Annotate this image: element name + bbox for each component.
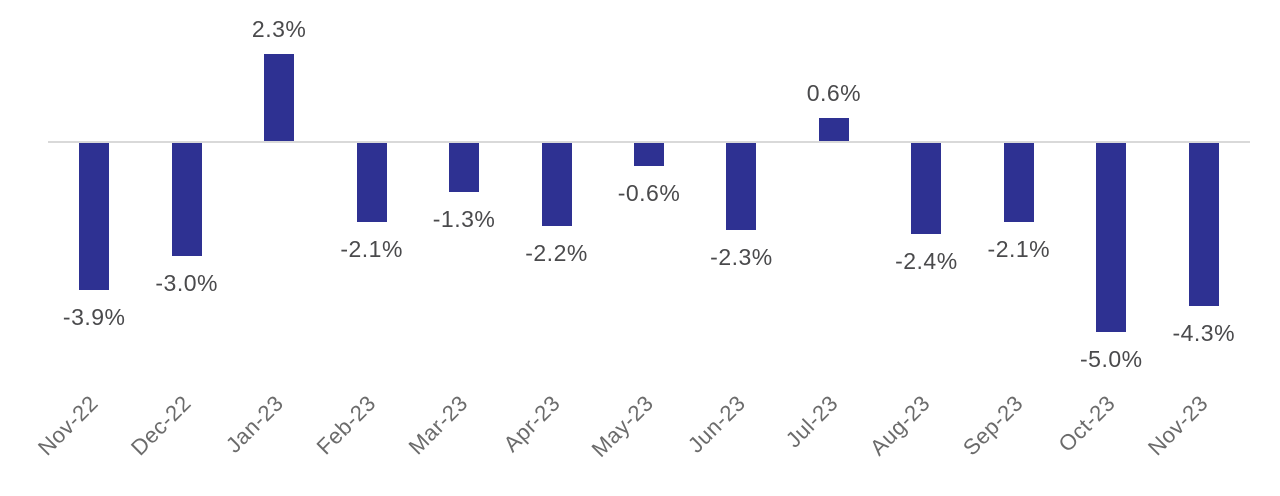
- x-tick-label-Jul-23: Jul-23: [780, 390, 843, 453]
- x-tick-label-Oct-23: Oct-23: [1053, 390, 1121, 457]
- bar-Jan-23: [264, 54, 295, 141]
- value-label-Aug-23: -2.4%: [895, 247, 958, 274]
- bar-Dec-22: [171, 143, 202, 257]
- value-label-Mar-23: -1.3%: [432, 206, 496, 233]
- value-label-May-23: -0.6%: [617, 179, 681, 206]
- x-tick-label-Feb-23: Feb-23: [311, 390, 381, 460]
- bar-Nov-23: [1188, 143, 1219, 306]
- value-label-Jan-23: 2.3%: [251, 16, 307, 43]
- value-label-Nov-22: -3.9%: [62, 304, 126, 331]
- x-tick-label-Nov-22: Nov-22: [33, 390, 104, 461]
- x-tick-label-Apr-23: Apr-23: [499, 390, 566, 457]
- value-label-Apr-23: -2.2%: [525, 240, 588, 267]
- value-label-Nov-23: -4.3%: [1172, 319, 1236, 346]
- value-label-Sep-23: -2.1%: [987, 236, 1051, 263]
- bar-Nov-22: [79, 143, 110, 291]
- bar-Feb-23: [356, 143, 387, 223]
- value-label-Jun-23: -2.3%: [710, 243, 773, 270]
- value-label-Oct-23: -5.0%: [1080, 346, 1143, 372]
- bar-Sep-23: [1003, 143, 1034, 223]
- x-tick-label-Sep-23: Sep-23: [957, 390, 1028, 461]
- x-tick-label-Nov-23: Nov-23: [1142, 390, 1213, 461]
- value-label-Dec-22: -3.0%: [155, 270, 218, 297]
- bar-Oct-23: [1096, 143, 1127, 332]
- bar-May-23: [634, 143, 664, 166]
- x-tick-label-Dec-22: Dec-22: [125, 390, 196, 461]
- x-tick-label-Mar-23: Mar-23: [403, 390, 474, 460]
- bar-Mar-23: [449, 143, 480, 193]
- x-tick-label-Jan-23: Jan-23: [220, 390, 289, 458]
- bar-Apr-23: [541, 143, 572, 227]
- x-tick-label-Aug-23: Aug-23: [865, 390, 936, 461]
- value-label-Jul-23: 0.6%: [806, 80, 862, 107]
- bar-Jul-23: [818, 118, 849, 141]
- bar-Aug-23: [911, 143, 942, 234]
- zero-axis-line: [48, 141, 1250, 143]
- x-tick-label-Jun-23: Jun-23: [683, 390, 751, 458]
- value-label-Feb-23: -2.1%: [340, 236, 403, 263]
- x-tick-label-May-23: May-23: [586, 390, 658, 462]
- bar-Jun-23: [726, 143, 757, 230]
